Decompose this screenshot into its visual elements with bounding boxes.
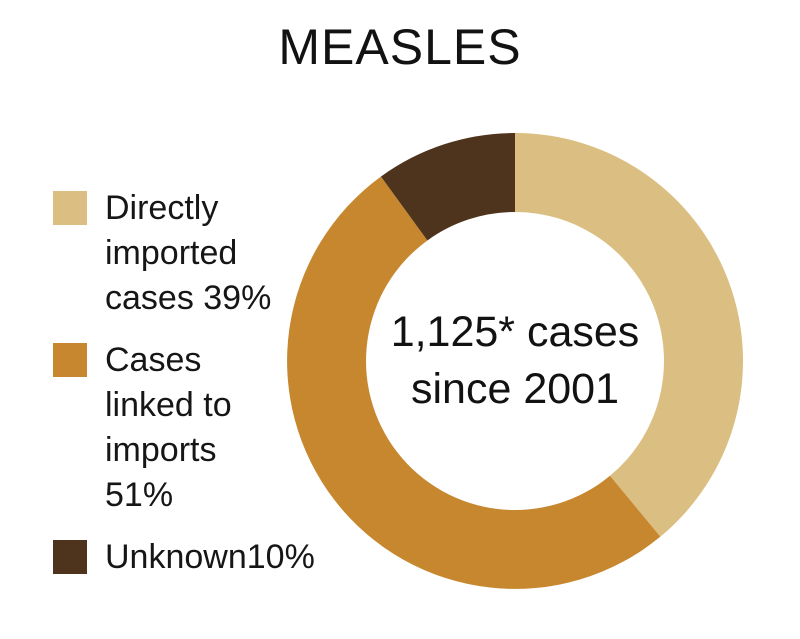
legend-label-unknown: Unknown10% xyxy=(105,538,315,576)
legend-swatch-linked-to-imports xyxy=(53,343,87,377)
legend-item-linked-to-imports: Cases linked to imports 51% xyxy=(53,338,277,518)
donut-chart xyxy=(287,133,743,589)
legend-swatch-unknown xyxy=(53,540,87,574)
legend-label-linked-to-imports: Cases linked to imports 51% xyxy=(105,341,232,514)
legend: Directly imported cases 39% Cases linked… xyxy=(53,186,315,597)
donut-svg xyxy=(287,133,743,589)
legend-label-directly-imported: Directly imported cases 39% xyxy=(105,189,272,317)
legend-swatch-directly-imported xyxy=(53,191,87,225)
chart-title: MEASLES xyxy=(278,19,522,75)
donut-segment-directly-imported-cases xyxy=(515,133,743,537)
donut-segment-cases-linked-to-imports xyxy=(287,176,661,589)
legend-item-unknown: Unknown10% xyxy=(53,535,315,580)
donut-segment-unknown xyxy=(380,133,515,241)
legend-item-directly-imported: Directly imported cases 39% xyxy=(53,186,277,321)
